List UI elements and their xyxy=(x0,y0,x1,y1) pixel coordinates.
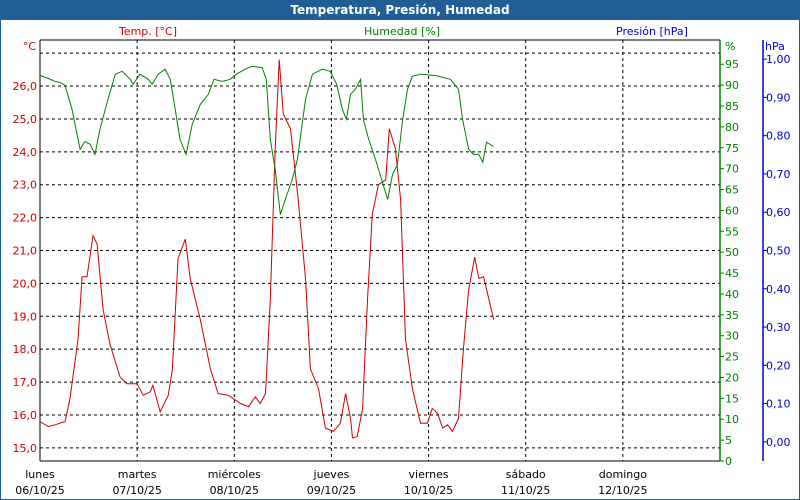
humidity-unit: % xyxy=(725,40,735,53)
temp-tick-label: 20,0 xyxy=(13,277,38,290)
day-date-label: 10/10/25 xyxy=(404,484,453,497)
temp-tick-label: 17,0 xyxy=(13,376,38,389)
pressure-legend: Presión [hPa] xyxy=(616,25,688,38)
day-name-label: lunes xyxy=(25,468,55,481)
humidity-tick-label: 65 xyxy=(725,184,739,197)
pressure-tick-label: 0,00 xyxy=(766,436,791,449)
humidity-series-line xyxy=(39,65,494,215)
day-name-label: sábado xyxy=(506,468,546,481)
temp-tick-label: 22,0 xyxy=(13,212,38,225)
humidity-tick-label: 70 xyxy=(725,163,739,176)
day-date-label: 09/10/25 xyxy=(307,484,356,497)
humidity-tick-label: 25 xyxy=(725,351,739,364)
day-date-label: 12/10/25 xyxy=(598,484,647,497)
temp-tick-label: 23,0 xyxy=(13,179,38,192)
day-name-label: martes xyxy=(118,468,157,481)
pressure-tick-label: 0,50 xyxy=(766,245,791,258)
pressure-tick-label: 0,60 xyxy=(766,206,791,219)
day-name-label: miércoles xyxy=(208,468,261,481)
humidity-tick-label: 10 xyxy=(725,413,739,426)
temp-tick-label: 15,0 xyxy=(13,442,38,455)
humidity-tick-label: 50 xyxy=(725,246,739,259)
humidity-tick-label: 95 xyxy=(725,58,739,71)
humidity-tick-label: 55 xyxy=(725,225,739,238)
temp-tick-label: 19,0 xyxy=(13,310,38,323)
pressure-tick-label: 0,10 xyxy=(766,398,791,411)
humidity-tick-label: 35 xyxy=(725,309,739,322)
temp-tick-label: 24,0 xyxy=(13,146,38,159)
humidity-tick-label: 5 xyxy=(725,434,732,447)
pressure-tick-label: 1,00 xyxy=(766,53,791,66)
humidity-tick-label: 30 xyxy=(725,330,739,343)
humidity-tick-label: 0 xyxy=(725,455,732,468)
temp-tick-label: 18,0 xyxy=(13,343,38,356)
pressure-tick-label: 0,70 xyxy=(766,168,791,181)
temp-tick-label: 16,0 xyxy=(13,409,38,422)
humidity-tick-label: 85 xyxy=(725,100,739,113)
humidity-tick-label: 20 xyxy=(725,371,739,384)
pressure-tick-label: 0,90 xyxy=(766,91,791,104)
pressure-unit: hPa xyxy=(765,40,785,53)
day-date-label: 11/10/25 xyxy=(501,484,550,497)
humidity-tick-label: 80 xyxy=(725,121,739,134)
temp-unit: °C xyxy=(23,40,37,53)
temp-tick-label: 21,0 xyxy=(13,245,38,258)
humidity-tick-label: 45 xyxy=(725,267,739,280)
pressure-tick-label: 0,80 xyxy=(766,130,791,143)
day-date-label: 07/10/25 xyxy=(112,484,161,497)
pressure-tick-label: 0,40 xyxy=(766,283,791,296)
day-date-label: 08/10/25 xyxy=(210,484,259,497)
humidity-tick-label: 90 xyxy=(725,79,739,92)
day-name-label: viernes xyxy=(409,468,449,481)
day-date-label: 06/10/25 xyxy=(15,484,64,497)
humidity-tick-label: 75 xyxy=(725,142,739,155)
temp-series-line xyxy=(39,59,495,439)
chart-title: Temperatura, Presión, Humedad xyxy=(0,0,800,20)
day-name-label: domingo xyxy=(599,468,647,481)
day-name-label: jueves xyxy=(313,468,350,481)
humidity-legend: Humedad [%] xyxy=(364,25,440,38)
pressure-tick-label: 0,30 xyxy=(766,321,791,334)
temp-tick-label: 26,0 xyxy=(13,80,38,93)
temp-legend: Temp. [°C] xyxy=(118,25,177,38)
humidity-tick-label: 15 xyxy=(725,392,739,405)
humidity-tick-label: 40 xyxy=(725,288,739,301)
pressure-tick-label: 0,20 xyxy=(766,359,791,372)
humidity-tick-label: 60 xyxy=(725,204,739,217)
temp-tick-label: 25,0 xyxy=(13,113,38,126)
